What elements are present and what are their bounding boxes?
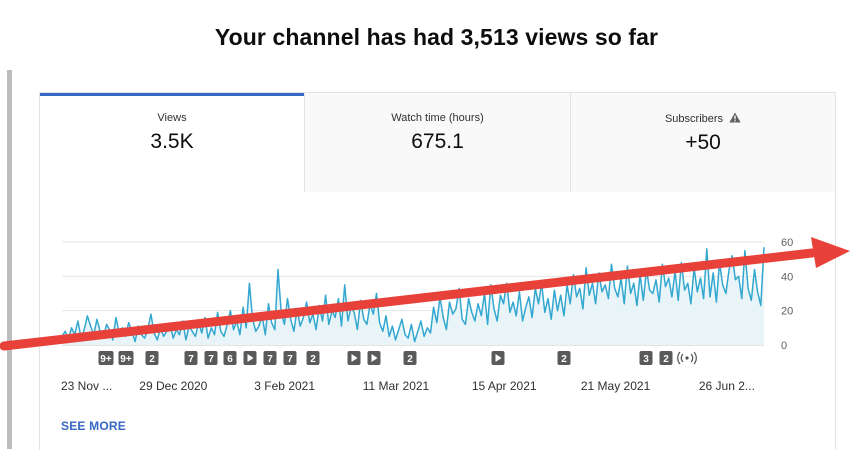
event-marker-label: 9+: [120, 354, 132, 365]
x-tick-label: 3 Feb 2021: [254, 379, 315, 393]
x-tick-label: 21 May 2021: [581, 379, 651, 393]
event-marker-label: 2: [561, 354, 567, 365]
y-axis-ticks: 60 40 20 0: [781, 237, 793, 352]
live-icon[interactable]: [677, 351, 697, 365]
y-tick-label: 40: [781, 271, 793, 283]
event-marker-label: 2: [149, 354, 155, 365]
tab-subscribers-header: Subscribers: [571, 112, 835, 125]
event-marker-label: 2: [407, 354, 413, 365]
y-tick-label: 0: [781, 340, 787, 352]
views-area-fill: [62, 247, 764, 345]
play-icon[interactable]: [243, 351, 257, 365]
event-marker-label: 3: [643, 354, 649, 365]
event-marker[interactable]: 2: [557, 351, 571, 365]
x-tick-label: 11 Mar 2021: [363, 379, 430, 393]
scrollbar[interactable]: [7, 70, 12, 449]
event-marker[interactable]: 2: [306, 351, 320, 365]
see-more-link[interactable]: SEE MORE: [61, 419, 126, 433]
play-icon[interactable]: [367, 351, 381, 365]
analytics-card: Views 3.5K Watch time (hours) 675.1 Subs…: [39, 92, 836, 450]
tab-subscribers-value: +50: [685, 131, 721, 154]
trend-arrow-head: [811, 237, 850, 268]
event-marker-label: 7: [188, 354, 194, 365]
event-marker[interactable]: 7: [204, 351, 218, 365]
trend-arrow: [0, 237, 850, 351]
event-marker[interactable]: 7: [263, 351, 277, 365]
x-tick-label: 29 Dec 2020: [139, 379, 207, 393]
event-marker[interactable]: 2: [403, 351, 417, 365]
event-marker[interactable]: 3: [639, 351, 653, 365]
event-marker[interactable]: 2: [145, 351, 159, 365]
tab-subscribers[interactable]: Subscribers +50: [570, 93, 835, 192]
event-marker-label: 7: [287, 354, 293, 365]
tab-watch-time-value: 675.1: [411, 130, 464, 153]
event-marker-label: 6: [227, 354, 233, 365]
event-marker[interactable]: 2: [659, 351, 673, 365]
x-tick-label: 15 Apr 2021: [472, 379, 537, 393]
play-icon[interactable]: [347, 351, 361, 365]
play-icon[interactable]: [491, 351, 505, 365]
y-tick-label: 20: [781, 306, 793, 318]
event-marker-label: 9+: [100, 354, 112, 365]
x-tick-label: 26 Jun 2...: [699, 379, 755, 393]
event-marker[interactable]: 9+: [118, 351, 134, 365]
x-tick-label: 23 Nov ...: [61, 379, 112, 393]
event-marker[interactable]: 7: [283, 351, 297, 365]
event-marker-label: 7: [267, 354, 273, 365]
tab-watch-time[interactable]: Watch time (hours) 675.1: [304, 93, 570, 192]
event-marker[interactable]: 9+: [98, 351, 114, 365]
event-marker-label: 2: [310, 354, 316, 365]
trend-arrow-shaft: [0, 248, 817, 351]
event-marker-label: 7: [208, 354, 214, 365]
tab-views[interactable]: Views 3.5K: [40, 93, 304, 192]
tab-watch-time-label: Watch time (hours): [391, 112, 484, 124]
event-markers: 9+ 9+ 2 7 7 6 7 7 2 2 2 3 2: [98, 351, 697, 365]
event-marker[interactable]: 7: [184, 351, 198, 365]
tab-subscribers-label: Subscribers: [664, 113, 724, 125]
page-title: Your channel has had 3,513 views so far: [214, 24, 659, 50]
warning-icon[interactable]: [729, 112, 741, 123]
event-marker-label: 2: [663, 354, 669, 365]
x-axis-ticks: 23 Nov ... 29 Dec 2020 3 Feb 2021 11 Mar 20…: [61, 379, 755, 393]
tab-views-value: 3.5K: [150, 130, 194, 153]
y-tick-label: 60: [781, 237, 793, 249]
event-marker[interactable]: 6: [223, 351, 237, 365]
tab-views-label: Views: [157, 112, 187, 124]
